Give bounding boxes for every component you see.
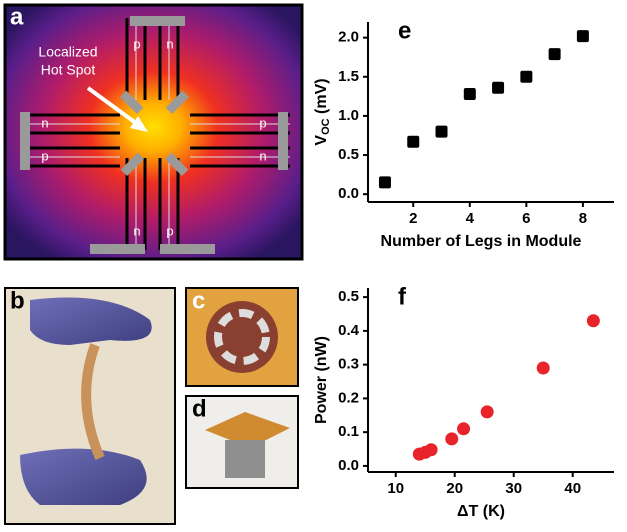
point [464, 88, 476, 100]
y-axis-label-part: V [313, 135, 330, 146]
y-tick-label: 0.2 [338, 389, 359, 406]
page: {"panels": { "a": {"label": "a", "annota… [0, 0, 627, 532]
y-tick-label: 0.5 [338, 146, 359, 163]
point [379, 176, 391, 188]
panel-b: b [5, 287, 175, 524]
figure: Localized Hot Spot a pnnppnnp b c d 0.00… [0, 0, 627, 532]
panel-label: c [192, 287, 205, 314]
x-tick-label: 6 [522, 210, 530, 227]
y-tick-label: 0.3 [338, 356, 359, 373]
point [587, 314, 600, 327]
leg-label: p [259, 115, 266, 130]
charts: 0.0 0.5 1.0 1.5 2.0 2 4 6 8 Number of Legs in Mod… [313, 17, 614, 520]
y-tick-label: 2.0 [338, 29, 359, 46]
y-axis-label-part: Power (nW) [313, 336, 330, 424]
x-tick-label: 2 [409, 210, 417, 227]
y-axis-label: VOC (mV) [313, 78, 332, 145]
point [425, 443, 438, 456]
point [577, 30, 589, 42]
x-tick-label: 40 [564, 480, 581, 497]
panel-d: d [186, 395, 298, 488]
y-axis-label-part: (mV) [313, 78, 330, 118]
point [407, 136, 419, 148]
heater [225, 440, 265, 478]
leg-label: n [133, 223, 140, 238]
panel-label: e [398, 17, 411, 44]
point [445, 432, 458, 445]
panel-label: a [10, 3, 24, 30]
x-tick-label: 4 [466, 210, 475, 227]
panel-label: d [192, 395, 207, 422]
panel-a: Localized Hot Spot a p n n p p n n p [5, 3, 302, 259]
x-tick-label: 30 [505, 480, 522, 497]
leg-label: n [166, 36, 173, 51]
leg-label: p [133, 36, 140, 51]
annotation: Localized [38, 44, 97, 60]
point [520, 71, 532, 83]
x-tick-label: 10 [387, 480, 404, 497]
point [481, 405, 494, 418]
point [537, 362, 550, 375]
y-tick-label: 1.0 [338, 107, 359, 124]
panel-label: f [398, 283, 407, 310]
y-axis-label: Power (nW) [313, 336, 330, 424]
leg-label: n [41, 115, 48, 130]
leg-label: n [259, 148, 266, 163]
panel-c: c [186, 287, 298, 386]
y-tick-label: 0.0 [338, 457, 359, 474]
point [549, 48, 561, 60]
y-tick-label: 1.5 [338, 68, 359, 85]
leg-label: p [166, 223, 173, 238]
y-tick-label: 0.0 [338, 185, 359, 202]
x-axis-label: ΔT (K) [457, 503, 505, 520]
point [436, 126, 448, 138]
leg-label: p [41, 148, 48, 163]
x-tick-label: 8 [579, 210, 587, 227]
y-tick-label: 0.4 [338, 322, 360, 339]
point [457, 422, 470, 435]
y-axis-label-part: OC [320, 118, 332, 135]
annotation: Hot Spot [41, 62, 96, 78]
panel-label: b [10, 287, 25, 314]
x-axis-label: Number of Legs in Module [381, 233, 582, 250]
x-tick-label: 20 [446, 480, 463, 497]
body: Localized Hot Spot a pnnppnnp b c d 0.00… [0, 0, 627, 532]
y-tick-label: 0.5 [338, 288, 359, 305]
point [492, 82, 504, 94]
y-tick-label: 0.1 [338, 423, 359, 440]
glove [20, 449, 147, 505]
